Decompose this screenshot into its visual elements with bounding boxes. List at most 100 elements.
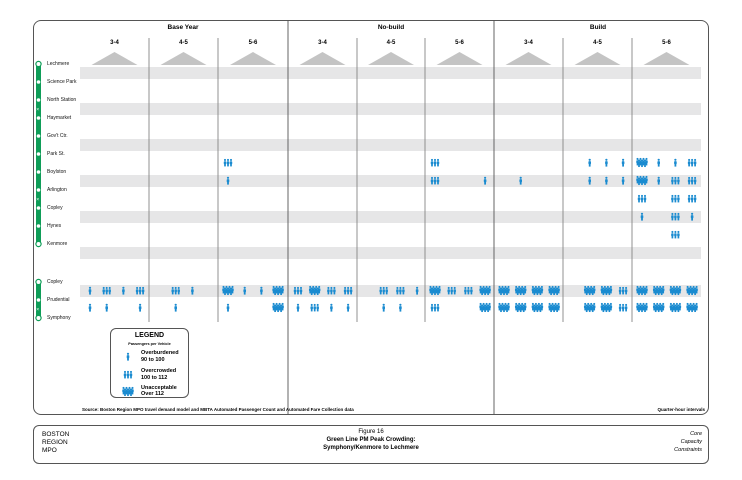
legend: LEGEND Passengers per Vehicle Overburden… <box>110 328 189 398</box>
org-line: BOSTON <box>42 431 70 438</box>
overburdened-icon <box>88 303 92 312</box>
group-label-build: Build <box>589 24 607 31</box>
overburdened-icon <box>399 303 402 312</box>
period-triangle <box>299 52 346 65</box>
overcrowded-icon <box>671 212 680 221</box>
station-label: Prudential <box>47 297 70 303</box>
unacceptable-icon <box>429 285 441 296</box>
unacceptable-icon <box>636 175 648 186</box>
tag: Core <box>690 431 702 437</box>
overburdened-icon <box>415 286 419 295</box>
period-label: 3-4 <box>110 40 119 46</box>
overcrowded-icon <box>430 176 440 185</box>
unacceptable-icon <box>479 285 491 296</box>
overcrowded-icon <box>430 303 440 312</box>
unacceptable-icon <box>669 285 682 296</box>
station-label: Park St. <box>47 151 65 157</box>
overcrowded-icon <box>379 286 388 295</box>
unacceptable-icon <box>636 285 648 296</box>
station-marker <box>36 298 41 302</box>
overcrowded-icon <box>430 158 440 167</box>
group-label-base: Base Year <box>167 24 199 31</box>
overcrowded-icon <box>310 303 319 312</box>
station-label: North Station <box>47 97 77 103</box>
overburdened-icon <box>621 158 625 167</box>
unacceptable-icon <box>686 285 698 296</box>
overburdened-icon <box>382 303 385 312</box>
station-label: Science Park <box>47 79 77 85</box>
overburdened-icon <box>105 303 108 312</box>
overburdened-icon <box>88 286 92 295</box>
legend-range-overcrowded: 100 to 112 <box>141 375 168 381</box>
unacceptable-icon <box>479 302 491 313</box>
period-label: 5-6 <box>662 40 671 46</box>
overburdened-icon <box>483 176 487 185</box>
overburdened-icon <box>122 286 125 295</box>
tag: Constraints <box>674 447 702 453</box>
row-band <box>80 67 701 79</box>
org-line: REGION <box>42 439 68 446</box>
overburdened-icon <box>657 176 660 185</box>
overburdened-icon <box>260 286 263 295</box>
station-label: Copley <box>47 205 63 211</box>
station-marker <box>35 60 42 68</box>
footer-tags: Core Capacity Constraints <box>674 430 702 454</box>
station-label: Arlington <box>47 187 67 193</box>
station-label: Hynes <box>47 223 62 229</box>
unacceptable-icon <box>272 302 284 313</box>
row-band <box>80 211 701 223</box>
overburdened-icon <box>690 212 694 221</box>
overcrowded-icon <box>637 194 647 203</box>
period-label: 4-5 <box>593 40 602 46</box>
station-label: Gov't Ctr. <box>47 133 68 139</box>
period-label: 3-4 <box>524 40 533 46</box>
overburdened-icon <box>621 176 625 185</box>
row-band <box>80 285 701 297</box>
overburdened-icon <box>296 303 300 312</box>
station-label: Lechmere <box>47 61 70 67</box>
legend-overburdened-icon <box>126 352 130 361</box>
tag: Capacity <box>680 439 702 445</box>
period-triangle <box>505 52 552 65</box>
overburdened-icon <box>330 303 333 312</box>
unacceptable-icon <box>600 285 613 296</box>
unacceptable-icon <box>548 302 560 313</box>
station-label: Symphony <box>47 315 71 321</box>
unacceptable-icon <box>669 302 682 313</box>
overcrowded-icon <box>687 194 697 203</box>
period-triangle <box>643 52 690 65</box>
station-marker <box>35 240 42 248</box>
unacceptable-icon <box>531 285 544 296</box>
overburdened-icon <box>243 286 246 295</box>
unacceptable-icon <box>308 285 321 296</box>
overburdened-icon <box>226 176 230 185</box>
legend-overcrowded-icon <box>123 370 133 379</box>
overcrowded-icon <box>687 176 697 185</box>
unacceptable-icon <box>514 285 527 296</box>
overburdened-icon <box>519 176 522 185</box>
overburdened-icon <box>174 303 177 312</box>
overcrowded-icon <box>327 286 336 295</box>
overcrowded-icon <box>687 158 697 167</box>
station-marker <box>36 98 41 102</box>
period-label: 4-5 <box>179 40 188 46</box>
unacceptable-icon <box>600 302 613 313</box>
overburdened-icon <box>191 286 194 295</box>
org-line: MPO <box>42 447 57 454</box>
transfer-icon: × <box>36 107 39 113</box>
station-marker <box>36 116 41 120</box>
period-triangle <box>91 52 138 65</box>
unacceptable-icon <box>222 285 234 296</box>
overburdened-icon <box>640 212 644 221</box>
legend-range-overburdened: 90 to 100 <box>141 357 165 363</box>
station-marker <box>36 206 41 210</box>
overburdened-icon <box>346 303 350 312</box>
unacceptable-icon <box>514 302 527 313</box>
chart-frame <box>33 20 709 415</box>
unacceptable-icon <box>498 285 510 296</box>
transfer-icon: × <box>36 197 39 203</box>
period-triangle <box>436 52 483 65</box>
row-band <box>80 139 701 151</box>
overburdened-icon <box>226 303 230 312</box>
